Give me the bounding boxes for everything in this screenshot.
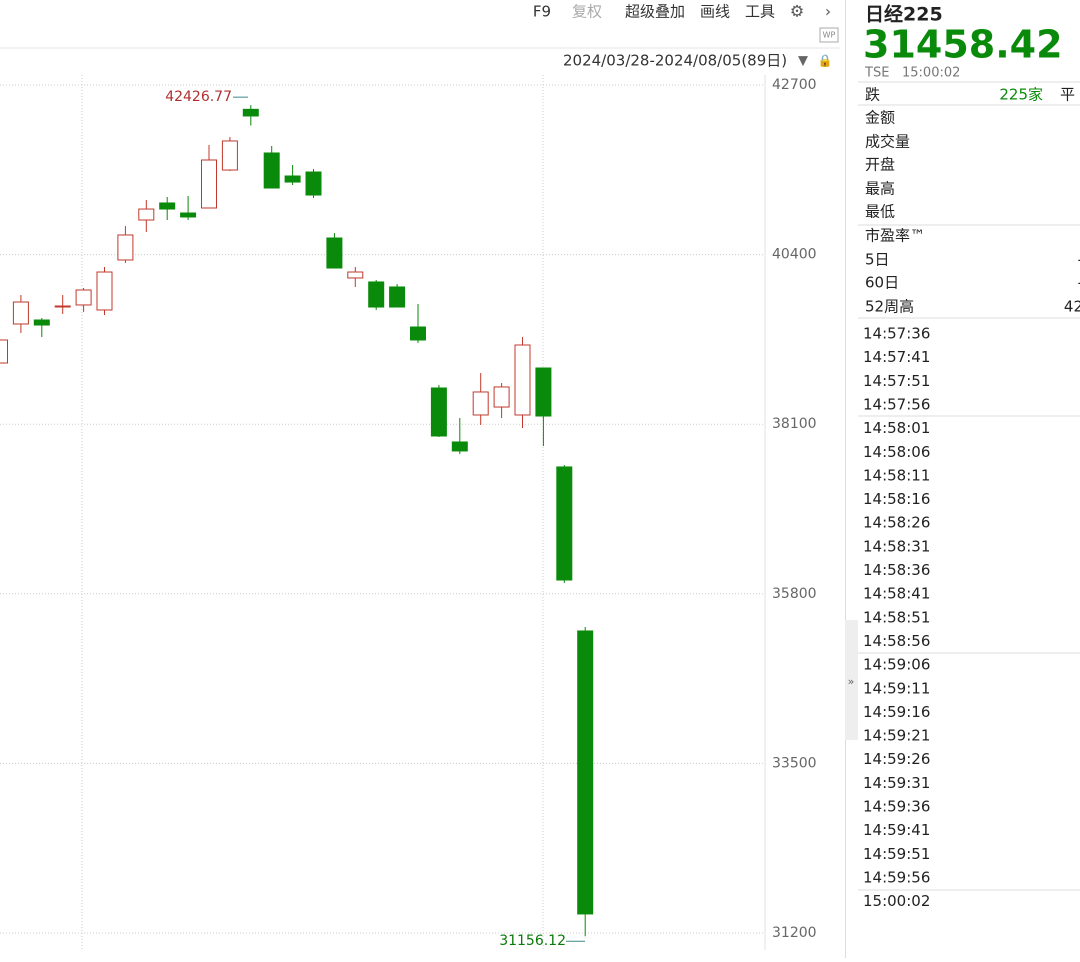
y-tick-label: 42700 xyxy=(772,77,817,93)
candle-body xyxy=(347,271,364,279)
tick-time: 14:59:36 xyxy=(863,798,930,816)
candle-body xyxy=(556,466,573,581)
candle-body xyxy=(201,159,217,209)
breadth-flat: 平 xyxy=(1060,86,1075,104)
candle-body xyxy=(263,152,280,189)
stat-label: 开盘 xyxy=(865,156,895,174)
y-tick-label: 35800 xyxy=(772,586,817,602)
y-tick-label: 33500 xyxy=(772,755,817,771)
tick-time: 14:57:56 xyxy=(863,395,930,413)
candle-body xyxy=(514,344,531,416)
toolbar-item[interactable]: 复权 xyxy=(572,3,602,21)
stat-value: - xyxy=(1078,274,1080,292)
tick-time: 14:59:56 xyxy=(863,868,930,886)
candle-body xyxy=(117,234,134,261)
breadth-label: 跌 xyxy=(865,86,880,104)
tick-time: 14:58:51 xyxy=(863,608,930,626)
candle-body xyxy=(0,339,8,364)
quote-time: 15:00:02 xyxy=(902,66,960,81)
tick-time: 14:58:11 xyxy=(863,466,930,484)
tick-time: 14:57:51 xyxy=(863,372,930,390)
stat-label: 市盈率™ xyxy=(865,227,925,245)
candle-body xyxy=(180,212,197,218)
candle-body xyxy=(221,140,238,171)
candle-body xyxy=(430,387,447,437)
lock-icon[interactable]: 🔒 xyxy=(818,54,833,68)
candle-body xyxy=(305,171,322,196)
collapse-icon[interactable]: » xyxy=(848,675,855,688)
candle-body xyxy=(96,271,113,311)
toolbar-item[interactable]: 画线 xyxy=(700,3,730,21)
candle-body xyxy=(138,208,155,221)
tick-time: 14:59:06 xyxy=(863,656,930,674)
tick-time: 14:58:06 xyxy=(863,443,930,461)
tick-time: 14:59:26 xyxy=(863,750,930,768)
tick-time: 14:59:51 xyxy=(863,845,930,863)
candle-body xyxy=(577,630,594,915)
tick-time: 14:59:16 xyxy=(863,703,930,721)
stat-label: 成交量 xyxy=(865,133,910,151)
stat-label: 最高 xyxy=(865,180,895,198)
wp-text: WP xyxy=(823,31,836,40)
tick-time: 14:59:11 xyxy=(863,679,930,697)
candle-body xyxy=(368,281,385,308)
candle-body xyxy=(451,441,468,452)
candle-body xyxy=(389,286,406,308)
date-range[interactable]: 2024/03/28-2024/08/05(89日) xyxy=(563,52,787,70)
breadth-count: 225家 xyxy=(999,86,1043,104)
y-tick-label: 31200 xyxy=(772,925,817,941)
candle-body xyxy=(284,175,301,183)
candle-body xyxy=(75,289,92,306)
collapse-handle[interactable] xyxy=(845,620,858,740)
stat-label: 52周高 xyxy=(865,298,914,316)
candle-body xyxy=(54,305,71,308)
candle-body xyxy=(12,301,29,325)
candle-body xyxy=(242,108,259,117)
toolbar-item[interactable]: 工具 xyxy=(745,3,775,21)
min-label: 31156.12 xyxy=(499,933,566,949)
settings-icon[interactable]: ⚙ xyxy=(790,2,804,21)
candle-body xyxy=(535,367,552,417)
tick-time: 14:57:36 xyxy=(863,325,930,343)
wp-icon[interactable] xyxy=(819,27,839,43)
candle-body xyxy=(472,391,489,416)
candle-body xyxy=(410,326,426,341)
tick-time: 14:59:31 xyxy=(863,774,930,792)
range-dropdown[interactable]: ▼ xyxy=(798,54,808,69)
quote-name: 日经225 xyxy=(865,3,943,26)
candle-body xyxy=(493,386,510,408)
tick-time: 14:58:36 xyxy=(863,561,930,579)
candle-body xyxy=(326,237,343,269)
candle-body xyxy=(159,202,176,210)
stat-value: - xyxy=(1078,251,1080,269)
y-tick-label: 40400 xyxy=(772,247,817,263)
tick-time: 14:58:01 xyxy=(863,419,930,437)
candle-body xyxy=(33,319,50,326)
exchange: TSE xyxy=(864,66,889,81)
stat-label: 金额 xyxy=(865,109,895,127)
tick-time: 14:58:41 xyxy=(863,585,930,603)
next-icon[interactable]: › xyxy=(825,3,831,21)
stat-value: 42 xyxy=(1064,298,1080,316)
tick-time: 14:58:26 xyxy=(863,514,930,532)
toolbar-item[interactable]: F9 xyxy=(533,3,551,21)
y-tick-label: 38100 xyxy=(772,416,817,432)
tick-time: 14:57:41 xyxy=(863,348,930,366)
tick-time: 15:00:02 xyxy=(863,892,930,910)
tick-time: 14:58:56 xyxy=(863,632,930,650)
tick-time: 14:59:41 xyxy=(863,821,930,839)
stat-label: 最低 xyxy=(865,203,895,221)
toolbar-item[interactable]: 超级叠加 xyxy=(625,3,685,21)
tick-time: 14:58:16 xyxy=(863,490,930,508)
tick-time: 14:58:31 xyxy=(863,537,930,555)
quote-price: 31458.42 xyxy=(863,23,1063,67)
stat-label: 60日 xyxy=(865,274,899,292)
stat-label: 5日 xyxy=(865,251,890,269)
tick-time: 14:59:21 xyxy=(863,727,930,745)
max-label: 42426.77 xyxy=(165,89,232,105)
